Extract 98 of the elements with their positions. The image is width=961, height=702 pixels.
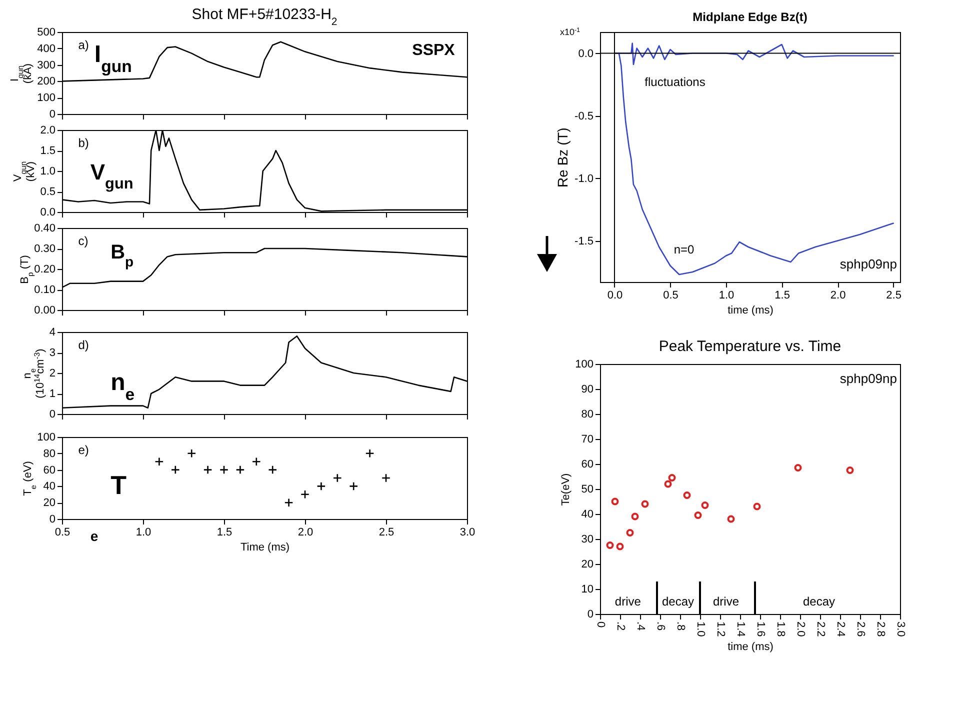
x-tick-label: 3.0 (460, 526, 476, 538)
y-tick-label: 0 (49, 408, 56, 420)
annotation: drive (712, 594, 740, 608)
y-tick-label: 20 (43, 497, 56, 510)
y-tick-label: 0 (49, 514, 56, 526)
y-tick-label: 2.0 (40, 124, 56, 136)
x-tick-label: 2.2 (814, 622, 826, 637)
annotation: V$_{gun}$ (90, 160, 134, 192)
annotation: sphp09np (840, 371, 897, 386)
x-tick-label: 1.0 (718, 290, 734, 302)
chart-title: Peak Temperature vs. Time (658, 338, 842, 355)
x-tick-label: 0 (594, 622, 606, 628)
y-tick-label: 300 (37, 59, 56, 72)
y-tick-label: 0.40 (34, 222, 56, 234)
y-tick-label: 0.0 (578, 48, 594, 60)
x-tick-label: 3.0 (894, 622, 906, 637)
annotation: d) (78, 338, 89, 352)
y-tick-label: 4 (49, 326, 56, 338)
annotation: sphp09np (840, 256, 897, 272)
annotation: n=0 (674, 242, 694, 256)
y-tick-label: 500 (37, 26, 56, 38)
y-tick-label: 90 (581, 384, 594, 396)
x-tick-label: 1.5 (216, 526, 232, 538)
y-tick-label: 10 (581, 584, 594, 596)
y-tick-label: 100 (37, 92, 56, 104)
y-tick-label: 20 (581, 558, 594, 570)
annotation: a) (78, 38, 89, 52)
x-tick-label: 2.0 (298, 526, 314, 538)
y-tick-label: 60 (581, 458, 594, 470)
y-tick-label: -1.0 (574, 172, 594, 185)
annotation: drive (614, 594, 642, 608)
x-tick-label: 2.5 (886, 290, 902, 302)
x-tick-label: 2.8 (874, 622, 886, 637)
y-tick-label: 0 (49, 108, 56, 120)
text: e (90, 528, 98, 544)
x-tick-label: 1.0 (694, 622, 706, 637)
y-tick-label: 1.0 (40, 166, 56, 178)
text: x10$^{-1}$ (560, 26, 581, 37)
y-tick-label: -0.5 (574, 110, 594, 122)
y-tick-label: 40 (581, 508, 594, 520)
x-tick-label: 1.8 (774, 622, 786, 637)
y-tick-label: 0.30 (34, 243, 56, 255)
x-tick-label: 2.5 (378, 526, 394, 538)
y-tick-label: 0.0 (40, 206, 56, 218)
x-tick-label: .2 (614, 622, 626, 631)
y-tick-label: 0.00 (34, 304, 56, 316)
y-tick-label: 200 (37, 76, 56, 88)
y-tick-label: 50 (581, 484, 594, 496)
annotation: SSPX (412, 42, 456, 60)
annotation: b) (78, 136, 89, 150)
x-tick-label: 2.4 (834, 622, 846, 637)
x-tick-label: 1.4 (734, 622, 746, 637)
annotation: decay (662, 594, 694, 608)
annotation: fluctuations (644, 75, 706, 89)
y-tick-label: 3 (49, 347, 56, 359)
x-tick-label: 0.0 (607, 290, 623, 302)
y-tick-label: 1 (49, 388, 56, 400)
annotation: T (110, 470, 127, 500)
y-tick-label: 70 (581, 434, 594, 446)
y-tick-label: 80 (43, 448, 56, 460)
y-tick-label: 0.20 (34, 264, 56, 276)
y-tick-label: 0 (587, 608, 594, 620)
y-tick-label: 30 (581, 534, 594, 546)
x-tick-label: 1.5 (774, 290, 790, 302)
annotation: decay (802, 594, 836, 608)
x-tick-label: 1.2 (714, 622, 726, 637)
chart-title: Midplane Edge Bz(t) (692, 10, 808, 24)
y-tick-label: -1.5 (574, 235, 594, 248)
annotation: c) (78, 234, 88, 248)
annotation: I$_{gun}$ (94, 40, 132, 76)
x-tick-label: 0.5 (663, 290, 678, 302)
y-tick-label: 2 (49, 368, 56, 380)
y-tick-label: 100 (37, 432, 56, 444)
x-tick-label: 2.6 (854, 622, 866, 637)
x-tick-label: 1.0 (136, 526, 152, 538)
y-axis-title: Re Bz (T) (554, 128, 571, 188)
x-tick-label: .8 (674, 622, 686, 631)
x-tick-label: .6 (654, 622, 666, 631)
chart-title: Shot MF+5#10233-H$_{2}$ (192, 6, 338, 28)
y-axis-title: Te(eV) (560, 473, 572, 506)
y-tick-label: 100 (575, 358, 594, 370)
y-tick-label: 1.5 (40, 145, 56, 157)
y-tick-label: 60 (43, 464, 56, 476)
x-tick-label: 2.0 (794, 622, 806, 637)
y-tick-label: 80 (581, 408, 594, 420)
y-tick-label: 40 (43, 480, 56, 493)
x-axis-title: time (ms) (728, 304, 774, 316)
x-tick-label: 2.0 (830, 290, 846, 302)
x-axis-title: Time (ms) (240, 542, 290, 554)
x-axis-title: time (ms) (728, 640, 774, 653)
x-tick-label: 1.6 (754, 622, 766, 637)
y-tick-label: 0.5 (40, 186, 56, 198)
annotation: n$_{e}$ (110, 368, 135, 404)
annotation: B$_{p}$ (110, 242, 134, 270)
x-tick-label: .4 (634, 622, 646, 631)
annotation: e) (78, 443, 89, 458)
y-tick-label: 0.10 (34, 284, 56, 296)
y-tick-label: 400 (37, 42, 56, 55)
